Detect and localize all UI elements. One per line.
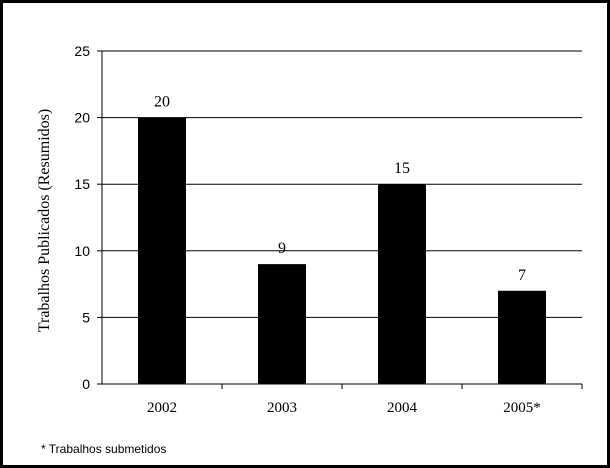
axes [97,50,583,389]
y-tick-label: 10 [74,243,90,259]
y-tick-label: 15 [74,176,90,192]
y-tick-label: 20 [74,110,90,126]
footnote: * Trabalhos submetidos [41,442,167,456]
y-tick-label: 5 [82,309,90,325]
labels: 0 5 10 15 20 25 2002 20 2003 9 2004 15 2005* 7 [74,43,540,416]
x-tick-label: 2005* [503,400,541,416]
data-label: 20 [154,94,170,111]
bar-2004 [378,184,426,384]
y-tick-label: 0 [82,376,90,392]
bar-2005 [498,290,546,384]
bar-2003 [258,264,306,384]
bars [138,117,546,384]
x-tick-label: 2004 [387,400,418,416]
bar-chart: 0 5 10 15 20 25 2002 20 2003 9 2004 15 2005* 7 Trabal… [36,43,583,416]
data-label: 15 [394,160,410,177]
data-label: 9 [278,240,286,257]
bar-2002 [138,117,186,384]
y-axis-label: Trabalhos Publicados (Resumidos) [36,109,53,332]
data-label: 7 [518,267,526,284]
y-tick-label: 25 [74,43,90,59]
x-tick-label: 2002 [147,400,177,416]
x-tick-label: 2003 [267,400,297,416]
